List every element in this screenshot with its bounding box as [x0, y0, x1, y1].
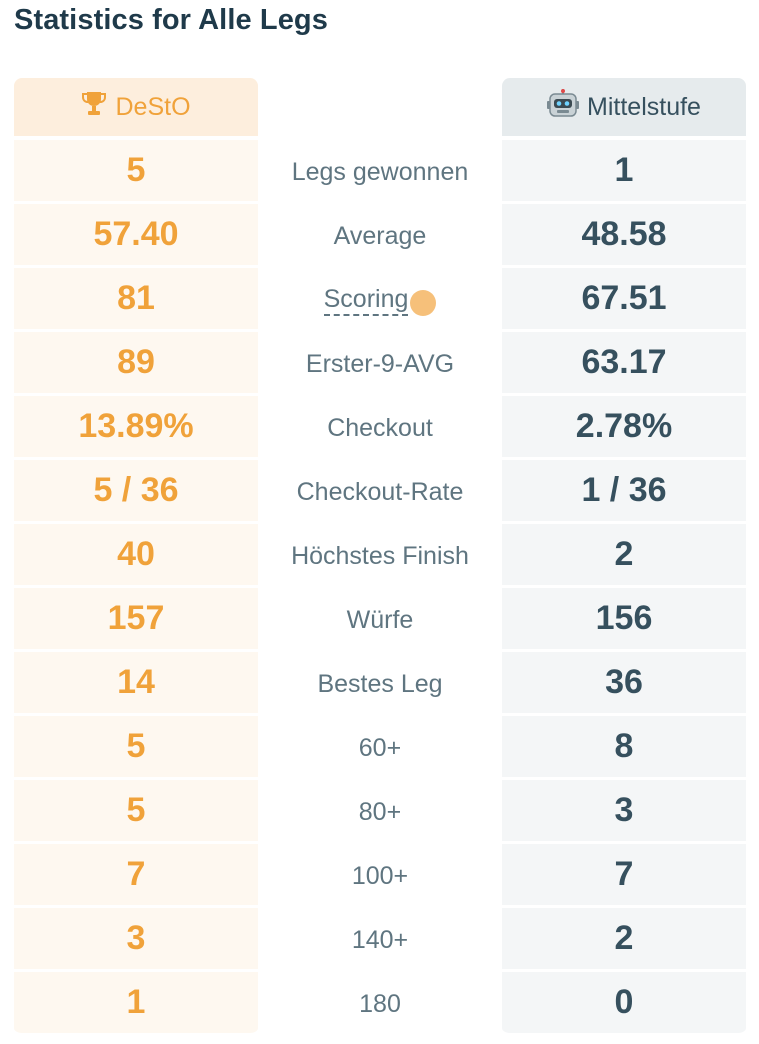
stat-label: Erster-9-AVG: [305, 349, 455, 378]
left-value: 81: [14, 268, 258, 332]
page-title: Statistics for Alle Legs: [14, 4, 328, 36]
table-header-row: DeStO Mittelstufe: [14, 78, 746, 140]
stat-label: 180: [359, 989, 401, 1018]
stat-label: Checkout-Rate: [296, 477, 464, 506]
left-value: 3: [14, 908, 258, 972]
right-value: 1: [502, 140, 746, 204]
stat-label: 140+: [351, 925, 409, 954]
right-value: 8: [502, 716, 746, 780]
left-value: 5: [14, 140, 258, 204]
table-row: 89 Erster-9-AVG 63.17: [14, 332, 746, 396]
right-value: 2: [502, 524, 746, 588]
left-value: 157: [14, 588, 258, 652]
left-value: 5: [14, 780, 258, 844]
right-value: 7: [502, 844, 746, 908]
stat-label: 60+: [358, 733, 402, 762]
table-row: 5 60+ 8: [14, 716, 746, 780]
left-value: 14: [14, 652, 258, 716]
table-row: 7 100+ 7: [14, 844, 746, 908]
table-row: 157 Würfe 156: [14, 588, 746, 652]
right-value: 48.58: [502, 204, 746, 268]
stat-label: Checkout: [327, 413, 433, 442]
left-value: 7: [14, 844, 258, 908]
stat-label: 80+: [358, 797, 402, 826]
stat-label: Würfe: [346, 605, 414, 634]
left-value: 5: [14, 716, 258, 780]
player-right-header: Mittelstufe: [502, 78, 746, 136]
table-row: 5 80+ 3: [14, 780, 746, 844]
right-value: 67.51: [502, 268, 746, 332]
right-value: 36: [502, 652, 746, 716]
left-value: 57.40: [14, 204, 258, 268]
stat-label: Average: [333, 221, 427, 250]
stats-table: DeStO Mittelstufe 5 Legs gew: [14, 78, 746, 1036]
stat-label: 100+: [351, 861, 409, 890]
table-row: 5 / 36 Checkout-Rate 1 / 36: [14, 460, 746, 524]
table-row: 1 180 0: [14, 972, 746, 1036]
player-left-header: DeStO: [14, 78, 258, 136]
stat-label: Legs gewonnen: [291, 157, 469, 186]
player-right-name: Mittelstufe: [587, 92, 701, 121]
info-dot-icon[interactable]: [410, 290, 437, 316]
stat-label: Höchstes Finish: [291, 541, 469, 570]
scoring-label: Scoring: [323, 284, 409, 316]
table-row: 57.40 Average 48.58: [14, 204, 746, 268]
left-value: 1: [14, 972, 258, 1036]
trophy-icon: [81, 90, 107, 125]
right-value: 2.78%: [502, 396, 746, 460]
scoring-tooltip-trigger[interactable]: Scoring: [323, 284, 437, 316]
right-value: 3: [502, 780, 746, 844]
table-row: 14 Bestes Leg 36: [14, 652, 746, 716]
right-value: 156: [502, 588, 746, 652]
left-value: 5 / 36: [14, 460, 258, 524]
stat-label-scoring: Scoring: [258, 268, 502, 332]
robot-icon: [547, 88, 580, 126]
left-value: 89: [14, 332, 258, 396]
header-spacer: [258, 78, 502, 140]
right-value: 63.17: [502, 332, 746, 396]
table-row: 40 Höchstes Finish 2: [14, 524, 746, 588]
table-row: 3 140+ 2: [14, 908, 746, 972]
player-left-name: DeStO: [115, 92, 191, 121]
table-row: 5 Legs gewonnen 1: [14, 140, 746, 204]
left-value: 13.89%: [14, 396, 258, 460]
left-value: 40: [14, 524, 258, 588]
right-value: 1 / 36: [502, 460, 746, 524]
table-row: 13.89% Checkout 2.78%: [14, 396, 746, 460]
table-row: 81 Scoring 67.51: [14, 268, 746, 332]
right-value: 0: [502, 972, 746, 1036]
right-value: 2: [502, 908, 746, 972]
stat-label: Bestes Leg: [317, 669, 443, 698]
